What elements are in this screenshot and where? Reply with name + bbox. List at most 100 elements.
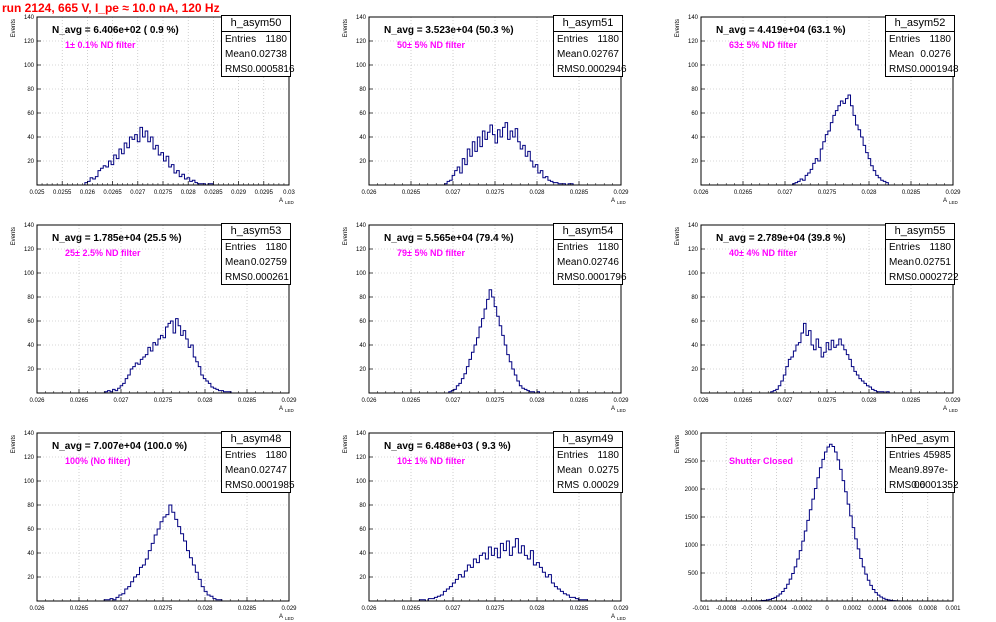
x-tick-label: 0.0285 [570, 190, 589, 196]
histogram-name: h_asym55 [886, 224, 954, 240]
x-axis-label-sub: LED [617, 200, 627, 205]
y-tick-label: 40 [27, 135, 34, 141]
x-tick-label: 0.027 [445, 398, 461, 404]
stats-box: h_asym54 Entries 1180 Mean 0.02746 RMS 0.00017… [553, 223, 627, 285]
x-tick-label: 0.0006 [893, 606, 912, 612]
y-axis-label: Events [343, 435, 349, 453]
x-tick-label: 0.026 [693, 398, 709, 404]
x-axis-label-sub: LED [617, 616, 627, 621]
stats-value-rms: 0.0001948 [911, 64, 959, 75]
y-tick-label: 120 [688, 39, 699, 45]
x-tick-label: 0.029 [231, 190, 247, 196]
stats-key: RMS [557, 64, 580, 75]
y-tick-label: 20 [27, 367, 34, 373]
stats-value-rms: 0.0001796 [579, 272, 627, 283]
x-tick-label: 0.028 [197, 398, 213, 404]
y-tick-label: 2000 [685, 487, 699, 493]
x-axis-label: A [279, 406, 283, 412]
x-tick-label: 0.027 [113, 398, 129, 404]
filter-label: 40± 4% ND filter [729, 248, 797, 258]
x-axis-label: A [611, 614, 615, 620]
y-axis-label: Events [675, 19, 681, 37]
y-tick-label: 120 [24, 455, 35, 461]
x-axis-label-sub: LED [285, 200, 295, 205]
x-tick-label: 0.028 [529, 190, 545, 196]
y-tick-label: 80 [691, 295, 698, 301]
x-tick-label: 0.029 [945, 398, 961, 404]
histogram-name: h_asym48 [222, 432, 290, 448]
stats-value-entries: 1180 [265, 34, 287, 45]
x-tick-label: 0.026 [80, 190, 96, 196]
stats-value-entries: 1180 [597, 34, 619, 45]
y-tick-label: 40 [27, 343, 34, 349]
y-tick-label: 100 [24, 479, 35, 485]
run-title: run 2124, 665 V, I_pe ≈ 10.0 nA, 120 Hz [2, 1, 220, 15]
stats-key: RMS [225, 64, 248, 75]
y-tick-label: 1000 [685, 543, 699, 549]
y-tick-label: 40 [27, 551, 34, 557]
stats-row-rms: RMS 0.0001948 [886, 62, 959, 77]
stats-value-entries: 1180 [597, 242, 619, 253]
stats-value-entries: 1180 [265, 450, 287, 461]
n-avg-label: N_avg = 6.488e+03 ( 9.3 %) [384, 441, 511, 452]
x-tick-label: 0.0275 [486, 606, 505, 612]
y-tick-label: 140 [24, 431, 35, 437]
x-axis-label: A [279, 614, 283, 620]
stats-box: h_asym49 Entries 1180 Mean 0.0275 RMS 0.00029 [553, 431, 623, 493]
y-tick-label: 40 [359, 135, 366, 141]
stats-key: Mean [557, 49, 583, 60]
x-tick-label: 0.0265 [402, 190, 421, 196]
histogram-plot: 0.026 0.0265 0.027 0.0275 0.028 0.0285 0.029 20… [343, 15, 629, 205]
y-tick-label: 120 [24, 247, 35, 253]
y-axis-label: Events [675, 435, 681, 453]
y-tick-label: 20 [27, 575, 34, 581]
stats-value-mean: 0.02759 [250, 257, 287, 268]
x-tick-label: 0.026 [361, 606, 377, 612]
stats-value-mean: 0.02767 [582, 49, 619, 60]
x-tick-label: 0.0285 [902, 190, 921, 196]
stats-row-rms: RMS 0.0005816 [222, 62, 295, 77]
x-tick-label: 0.0265 [70, 398, 89, 404]
x-tick-label: -0.0002 [792, 606, 813, 612]
stats-row-rms: RMS 0.0001796 [554, 270, 627, 285]
y-axis-label: Events [343, 227, 349, 245]
x-tick-label: 0.0008 [919, 606, 938, 612]
stats-value-rms: 0.000261 [247, 272, 289, 283]
histogram-plot: 0.026 0.0265 0.027 0.0275 0.028 0.0285 0.029 20… [11, 431, 297, 621]
stats-value-rms: 0.0005816 [247, 64, 295, 75]
y-tick-label: 100 [356, 63, 367, 69]
y-tick-label: 120 [688, 247, 699, 253]
stats-row-entries: Entries 1180 [554, 240, 622, 255]
y-tick-label: 500 [688, 571, 699, 577]
x-tick-label: -0.0008 [716, 606, 737, 612]
y-tick-label: 80 [359, 87, 366, 93]
stats-key: Entries [889, 242, 921, 253]
stats-value-mean: 0.02738 [250, 49, 287, 60]
y-tick-label: 120 [24, 39, 35, 45]
stats-row-mean: Mean 0.02747 [222, 463, 290, 478]
x-tick-label: 0.026 [361, 398, 377, 404]
stats-key: RMS [889, 272, 912, 283]
filter-label: 25± 2.5% ND filter [65, 248, 141, 258]
y-tick-label: 140 [24, 15, 35, 21]
stats-row-entries: Entries 1180 [222, 240, 290, 255]
x-tick-label: 0.029 [613, 606, 629, 612]
x-axis-label-sub: LED [285, 616, 295, 621]
stats-row-rms: RMS 0.0001985 [222, 478, 295, 493]
x-tick-label: 0.0002 [843, 606, 862, 612]
stats-key: Entries [557, 450, 589, 461]
stats-row-mean: Mean 0.02751 [886, 255, 954, 270]
x-axis-label-sub: LED [617, 408, 627, 413]
y-tick-label: 60 [359, 319, 366, 325]
stats-value-mean: 9.897e-06 [914, 465, 948, 491]
histogram-line [103, 504, 223, 601]
x-tick-label: 0.0285 [902, 398, 921, 404]
histogram-line [104, 318, 232, 393]
stats-value-rms: 0.0002722 [911, 272, 959, 283]
stats-box: h_asym55 Entries 1180 Mean 0.02751 RMS 0.00027… [885, 223, 959, 285]
x-tick-label: 0.03 [283, 190, 295, 196]
y-tick-label: 100 [688, 271, 699, 277]
histogram-plot: 0.026 0.0265 0.027 0.0275 0.028 0.0285 0.029 20… [675, 15, 961, 205]
x-tick-label: 0.0285 [204, 190, 223, 196]
stats-value-mean: 0.02751 [914, 257, 951, 268]
